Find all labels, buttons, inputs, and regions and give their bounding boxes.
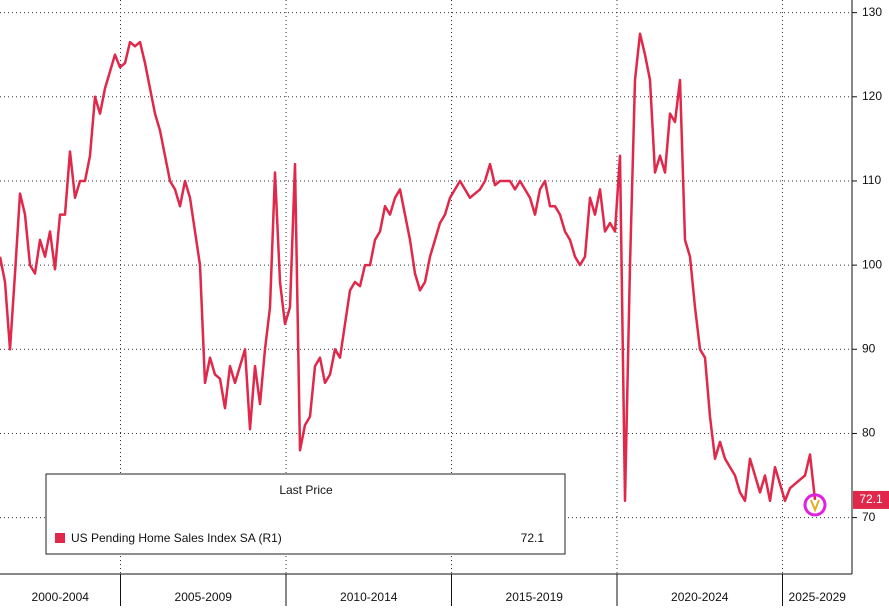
x-tick-label: 2010-2014: [340, 590, 398, 604]
legend-swatch: [55, 533, 65, 543]
plot-area: [0, 32, 827, 517]
legend: Last Price US Pending Home Sales Index S…: [45, 473, 566, 555]
highlight-check: [810, 499, 820, 513]
x-tick-label: 2005-2009: [175, 590, 233, 604]
y-tick-label: 130: [862, 5, 882, 19]
x-tick-label: 2020-2024: [671, 590, 729, 604]
x-tick-label: 2000-2004: [32, 590, 90, 604]
x-tick-label: 2025-2029: [789, 590, 847, 604]
highlight-circle: [803, 493, 827, 517]
y-tick-label: 90: [862, 341, 876, 355]
legend-title: Last Price: [279, 483, 333, 497]
y-tick-label: 120: [862, 89, 882, 103]
x-tick-label: 2015-2019: [506, 590, 564, 604]
legend-box: [45, 473, 566, 555]
y-tick-label: 70: [862, 510, 876, 524]
y-tick-label: 110: [862, 173, 881, 187]
last-value-label: 72.1: [859, 492, 883, 506]
legend-label: US Pending Home Sales Index SA (R1): [71, 531, 282, 545]
legend-value: 72.1: [521, 531, 545, 545]
y-tick-label: 80: [862, 426, 876, 440]
line: [0, 32, 817, 503]
last-value-tag: [853, 490, 889, 509]
y-tick-label: 100: [862, 257, 882, 271]
